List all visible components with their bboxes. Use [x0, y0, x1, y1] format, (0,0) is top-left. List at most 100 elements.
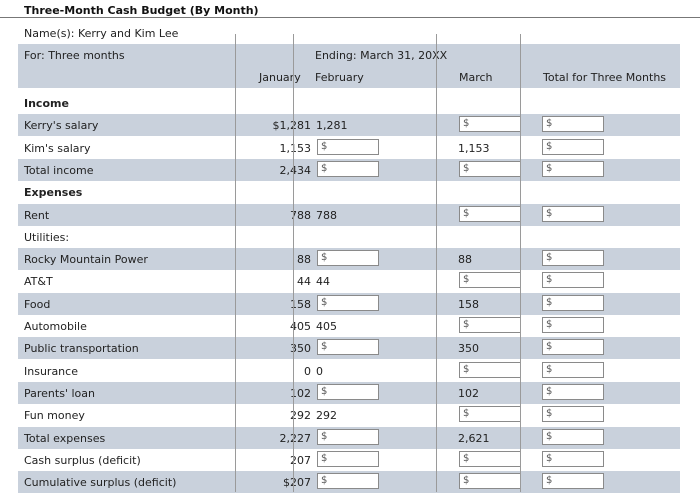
table-row: Rent 788 788 $ $: [18, 203, 680, 226]
row-label: Total expenses: [24, 431, 106, 445]
february-value: 1,281: [316, 119, 348, 133]
february-value: 405: [316, 320, 337, 333]
row-label: Fun money: [24, 409, 85, 423]
total-input[interactable]: $: [542, 450, 604, 467]
january-value: 88: [297, 253, 311, 267]
february-value: 0: [316, 364, 323, 378]
march-input[interactable]: $: [459, 450, 521, 467]
january-value: 405: [290, 320, 311, 333]
col-divider-4: [520, 34, 521, 492]
february-input[interactable]: $: [317, 294, 379, 311]
row-label: Insurance: [24, 364, 78, 378]
january-value: 0: [304, 364, 311, 378]
total-input[interactable]: $: [542, 205, 604, 222]
total-input[interactable]: $: [542, 116, 604, 133]
january-value: 292: [290, 409, 311, 423]
total-input[interactable]: $: [542, 250, 604, 267]
january-value: 158: [290, 297, 311, 311]
row-label: Kerry's salary: [24, 119, 99, 133]
january-value: 102: [290, 386, 311, 400]
row-label: Income: [24, 97, 69, 110]
february-value: 44: [316, 275, 330, 289]
col-divider-1: [235, 34, 236, 492]
table-row: Automobile 405 405 $ $: [18, 315, 680, 337]
names-row: Name(s): Kerry and Kim Lee: [18, 22, 680, 44]
table-row: Food 158 $158 $: [18, 292, 680, 315]
march-input[interactable]: $: [459, 473, 521, 490]
for-label: For: Three months: [24, 49, 125, 62]
total-input[interactable]: $: [542, 361, 604, 378]
total-input[interactable]: $: [542, 138, 604, 155]
table-row: Kim's salary 1,153 $1,153 $: [18, 136, 680, 159]
january-value: 207: [290, 453, 311, 467]
for-row: For: Three months Ending: March 31, 20XX: [18, 44, 680, 66]
march-value: 158: [458, 297, 479, 311]
row-label: Cumulative surplus (deficit): [24, 476, 177, 490]
table-row: Rocky Mountain Power 88 $88 $: [18, 248, 680, 271]
col-header-march: March: [459, 71, 493, 84]
february-value: 788: [316, 208, 337, 222]
row-label: Rocky Mountain Power: [24, 253, 148, 267]
row-label: Parents' loan: [24, 386, 95, 400]
total-input[interactable]: $: [542, 160, 604, 177]
march-value: 88: [458, 253, 472, 267]
table-row: Public transportation 350 $350 $: [18, 337, 680, 360]
february-value: 292: [316, 409, 337, 423]
table-row: Fun money 292 292 $ $: [18, 404, 680, 427]
col-header-total: Total for Three Months: [543, 71, 667, 84]
february-input[interactable]: $: [317, 473, 379, 490]
january-value: 1,153: [279, 141, 312, 155]
table-row: Cash surplus (deficit) 207 $ $ $: [18, 448, 680, 471]
march-input[interactable]: $: [459, 406, 521, 423]
row-label: Rent: [24, 208, 50, 222]
january-value: 2,434: [279, 163, 312, 177]
total-input[interactable]: $: [542, 473, 604, 490]
february-input[interactable]: $: [317, 138, 379, 155]
row-label: Food: [24, 297, 51, 311]
total-input[interactable]: $: [542, 428, 604, 445]
total-input[interactable]: $: [542, 339, 604, 356]
total-input[interactable]: $: [542, 317, 604, 333]
january-value: 44: [297, 275, 311, 289]
total-input[interactable]: $: [542, 383, 604, 400]
march-input[interactable]: $: [459, 205, 521, 222]
row-label: Expenses: [24, 186, 83, 200]
march-input[interactable]: $: [459, 317, 521, 333]
total-input[interactable]: $: [542, 272, 604, 289]
january-value: 350: [290, 342, 311, 356]
february-input[interactable]: $: [317, 250, 379, 267]
march-input[interactable]: $: [459, 116, 521, 133]
table-row: Total expenses 2,227 $2,621 $: [18, 426, 680, 449]
ending-label: Ending: March 31, 20XX: [315, 49, 448, 62]
table-row: Total income 2,434 $ $ $: [18, 158, 680, 181]
february-input[interactable]: $: [317, 450, 379, 467]
table-row: Utilities:: [18, 225, 680, 248]
table-row: Kerry's salary $1,281 1,281 $ $: [18, 114, 680, 137]
march-value: 2,621: [458, 431, 490, 445]
february-input[interactable]: $: [317, 339, 379, 356]
title-divider: [0, 17, 700, 18]
february-input[interactable]: $: [317, 160, 379, 177]
march-input[interactable]: $: [459, 361, 521, 378]
col-divider-2: [293, 34, 294, 492]
march-value: 102: [458, 386, 479, 400]
table-row: Insurance 0 0 $ $: [18, 359, 680, 382]
february-input[interactable]: $: [317, 383, 379, 400]
total-input[interactable]: $: [542, 406, 604, 423]
january-value: $1,281: [272, 119, 312, 133]
table-row: Income: [18, 92, 680, 114]
march-input[interactable]: $: [459, 160, 521, 177]
january-value: $207: [283, 476, 311, 490]
january-value: 2,227: [279, 431, 312, 445]
row-label: Kim's salary: [24, 141, 91, 155]
table-row: Cumulative surplus (deficit) $207 $ $ $: [18, 471, 680, 493]
col-divider-3: [436, 34, 437, 492]
total-input[interactable]: $: [542, 294, 604, 311]
names-label: Name(s): Kerry and Kim Lee: [24, 27, 179, 40]
january-value: 788: [290, 208, 311, 222]
row-label: Public transportation: [24, 342, 139, 356]
february-input[interactable]: $: [317, 428, 379, 445]
march-input[interactable]: $: [459, 272, 521, 289]
row-label: Cash surplus (deficit): [24, 453, 141, 467]
table-row: Parents' loan 102 $102 $: [18, 381, 680, 404]
